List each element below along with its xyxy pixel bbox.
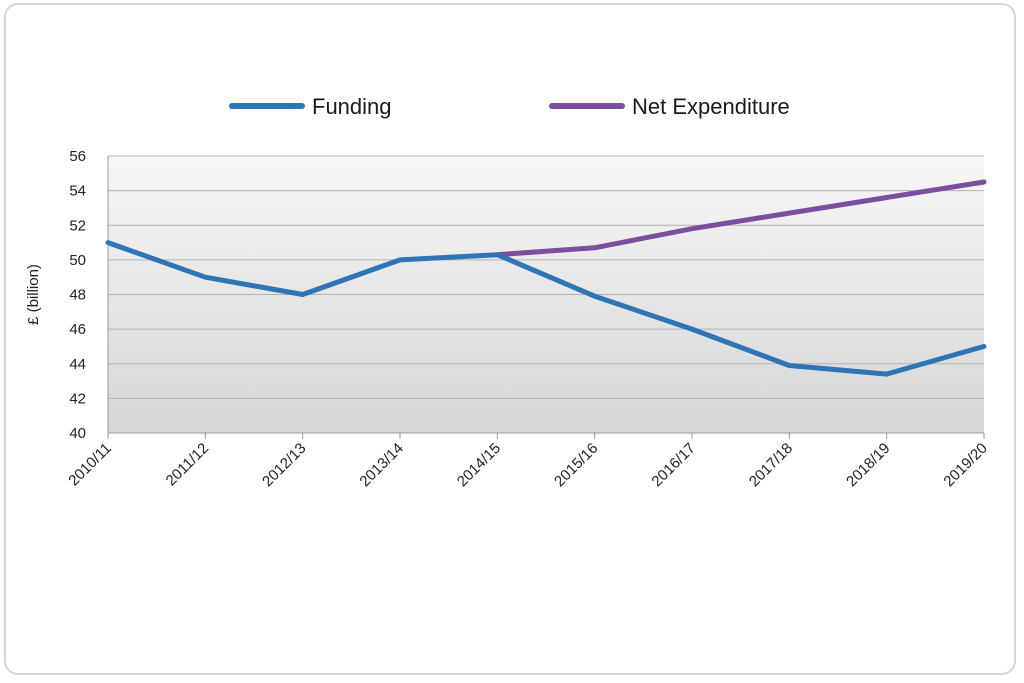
y-axis: 40 42 44 46 48 50 52 54 56 [69, 148, 109, 442]
x-tick-label: 2018/19 [843, 440, 893, 490]
y-tick-label: 56 [69, 148, 86, 165]
y-tick-label: 40 [69, 425, 86, 442]
x-tick-label: 2012/13 [259, 440, 309, 490]
y-tick-label: 42 [69, 390, 86, 407]
x-tick-label: 2015/16 [551, 440, 601, 490]
x-tick-label: 2013/14 [356, 440, 406, 490]
y-tick-label: 52 [69, 217, 86, 234]
x-tick-label: 2017/18 [746, 440, 796, 490]
y-tick-label: 46 [69, 321, 86, 338]
legend-label-funding: Funding [312, 94, 392, 119]
y-tick-label: 44 [69, 356, 86, 373]
y-tick-label: 48 [69, 287, 86, 304]
x-tick-label: 2016/17 [648, 440, 698, 490]
x-tick-label: 2019/20 [940, 440, 990, 490]
y-axis-label: £ (billion) [25, 264, 42, 325]
x-tick-label: 2011/12 [163, 440, 213, 490]
legend-label-net-expenditure: Net Expenditure [632, 94, 790, 119]
x-axis: 2010/11 2011/12 2012/13 2013/14 2014/15 2015/… [65, 432, 991, 490]
y-tick-label: 50 [69, 252, 86, 269]
series-lines [105, 179, 987, 377]
series-line-net-expenditure [494, 179, 987, 258]
gridlines [108, 155, 984, 434]
y-tick-label: 54 [69, 183, 86, 200]
x-tick-label: 2014/15 [454, 440, 504, 490]
x-tick-label: 2010/11 [65, 440, 115, 490]
legend: Funding Net Expenditure [229, 94, 790, 119]
series-line-funding [105, 240, 987, 377]
